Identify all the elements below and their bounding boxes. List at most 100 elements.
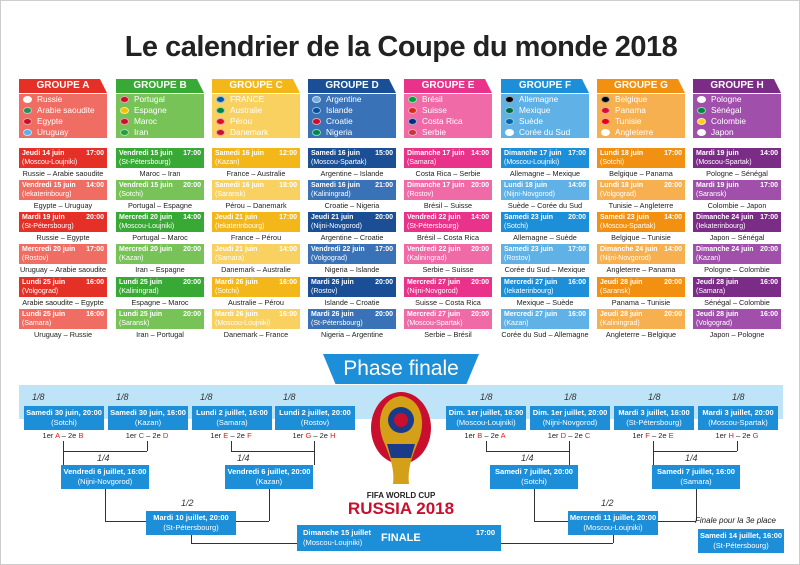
team-name: Panama [615,105,646,115]
qualifier-pair: 1er E – 2e F [210,431,252,440]
match-box: Mardi 26 juin (Sotchi) 16:00 [212,276,300,297]
match-item: Mardi 26 juin (Rostov) 20:00 Islande – Croa… [308,276,396,309]
match-box: Jeudi 14 juin (Moscou-Loujniki) 17:00 [19,147,107,168]
rank: 1er [464,431,476,440]
match-time: 17:00 [86,149,104,157]
team-row: Costa Rica [404,116,492,127]
group-letter: E [668,431,674,440]
match-time: 16:00 [760,278,778,286]
rank: 1er [632,431,644,440]
match-time: 16:00 [568,310,586,318]
match-city: (Kazan) [255,477,283,486]
logo-line1: FIFA WORLD CUP [366,491,436,500]
team-name: Islande [326,105,353,115]
team-row: Danemark [212,127,300,138]
match-item: Jeudi 21 juin (Iekaterinbourg) 17:00 France… [212,212,300,244]
match-date: Jeudi 21 juin [215,214,258,222]
match-date: Mardi 19 juin [696,149,739,157]
match-box: Dimanche 17 juin (Moscou-Loujniki) 17:00 [501,147,589,168]
group-header: GROUPE C [212,79,300,93]
match-teams: Portugal – Maroc [132,233,188,243]
match-date: Dimanche 17 juin [407,149,465,157]
match-city: (Nijni-Novgorod) [407,287,458,295]
match-box: Lundi 25 juin (Volgograd) 16:00 [19,276,107,297]
match-city: (Iekaterinbourg) [22,190,72,198]
match-item: Jeudi 14 juin (Moscou-Loujniki) 17:00 Russi… [19,147,107,180]
group-teams: Belgique Panama Tunisie Angleterre [597,94,685,138]
match-teams: Egypte – Uruguay [33,200,93,210]
match-box: Mercredi 20 juin (Kazan) 20:00 [116,244,204,265]
match-city: (Rostov) [22,255,49,263]
team-row: Suède [501,116,589,127]
match-time: 14:00 [86,181,104,189]
round16-box: Dim. 1er juillet, 16:00 (Moscou-Loujniki) [446,406,526,430]
match-city: (Saransk) [119,319,150,327]
match-teams: Corée du Sud – Mexique [504,265,586,275]
rank: 2e [152,431,161,440]
quarter-box: Vendredi 6 juillet, 20:00 (Kazan) [225,465,313,489]
connector-line [191,535,192,543]
flag-icon [23,106,32,114]
flag-icon [601,128,610,136]
flag-icon [697,95,706,103]
match-item: Mercredi 20 juin (Kazan) 20:00 Iran – Espag… [116,244,204,276]
match-date: Vendredi 15 juin [22,181,76,189]
match-item: Samedi 16 juin (Kaliningrad) 21:00 Croatie … [308,179,396,212]
match-item: Dimanche 17 juin (Rostov) 20:00 Brésil – Su… [404,179,492,212]
round16-box: Dim. 1er juillet, 20:00 (Nijni-Novgorod) [530,406,610,430]
team-row: Mexique [501,105,589,116]
match-date: Samedi 30 juin, 16:00 [110,408,186,417]
match-box: Mercredi 20 juin (Rostov) 17:00 [19,244,107,265]
match-item: Jeudi 21 juin (Nijni-Novgorod) 20:00 Argent… [308,212,396,244]
rank: 1er [547,431,559,440]
match-city: (Moscou-Loujniki) [456,418,516,427]
match-city: (Kazan) [215,158,240,166]
final-date: Dimanche 15 juillet [303,528,371,537]
team-row: Islande [308,105,396,116]
match-box: Samedi 23 juin (Moscou-Spartak) 14:00 [597,212,685,233]
group-header: GROUPE B [116,79,204,93]
match-date: Lundi 2 juillet, 16:00 [196,408,268,417]
round-label: 1/8 [480,392,493,402]
group-letter: H [330,431,336,440]
match-date: Vendredi 6 juillet, 16:00 [63,467,147,476]
qualifier-pair: 1er C – 2e D [125,431,169,440]
match-date: Mardi 3 juillet, 20:00 [702,408,774,417]
match-date: Mercredi 27 juin [407,278,461,286]
connector-line [501,543,613,544]
match-city: (Rostov) [300,418,330,427]
match-date: Mardi 26 juin [311,278,354,286]
connector-line [658,521,696,522]
match-city: (Nijni-Novgorod) [504,190,555,198]
flag-icon [697,106,706,114]
group-letter: G [305,431,312,440]
match-city: (Kaliningrad) [119,287,159,295]
match-teams: Serbie – Suisse [422,265,474,275]
match-box: Jeudi 21 juin (Samara) 14:00 [212,244,300,265]
match-teams: Serbie – Brésil [424,329,472,339]
match-date: Jeudi 28 juin [600,278,643,286]
team-name: Angleterre [615,127,654,137]
connector-line [105,521,146,522]
match-box: Samedi 16 juin (Moscou-Spartak) 15:00 [308,147,396,168]
flag-icon [601,117,610,125]
flag-icon [312,128,321,136]
match-box: Jeudi 28 juin (Volgograd) 16:00 [693,308,781,329]
match-teams: Costa Rica – Serbie [415,168,481,178]
flag-icon [505,117,514,125]
final-city: (Moscou-Loujniki) [303,538,363,547]
match-item: Lundi 25 juin (Saransk) 20:00 Iran – Portug… [116,308,204,341]
match-city: (Samara) [680,477,712,486]
match-city: (St-Pétersbourg) [119,158,171,166]
match-item: Vendredi 22 juin (Volgograd) 17:00 Nigeria … [308,244,396,276]
connector-line [653,441,654,465]
round16-box: Samedi 30 juin, 20:00 (Sotchi) [24,406,104,430]
match-item: Mardi 19 juin (St-Pétersbourg) 20:00 Russie… [19,212,107,244]
connector-line [653,451,737,452]
match-time: 20:00 [568,214,586,222]
match-date: Lundi 25 juin [22,278,66,286]
group-letter: B [477,431,483,440]
connector-line [63,441,64,465]
flag-icon [120,117,129,125]
flag-icon [120,128,129,136]
